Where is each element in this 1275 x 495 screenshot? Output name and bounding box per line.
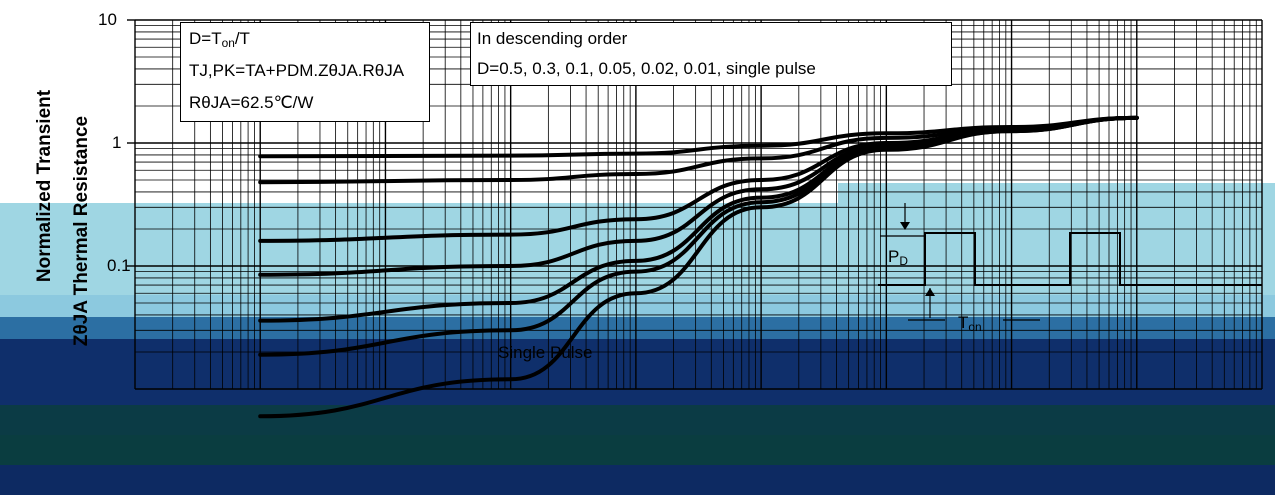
- glitch-band-navy: [0, 339, 1275, 405]
- glitch-band-mid: [0, 295, 1275, 317]
- pd-arrow-head: [900, 222, 910, 230]
- inset-frame: [850, 188, 1262, 298]
- y-tick-label: 0.1: [107, 256, 131, 275]
- legend-duty-formula: D=Ton/T: [189, 29, 250, 50]
- legend-box-right: In descending order D=0.5, 0.3, 0.1, 0.0…: [470, 22, 952, 86]
- legend-tj-formula: TJ,PK=TA+PDM.ZθJA.RθJA: [189, 61, 405, 80]
- legend-duty-list: D=0.5, 0.3, 0.1, 0.05, 0.02, 0.01, singl…: [477, 59, 816, 78]
- inset-pd-label: PD: [888, 247, 908, 268]
- pulse-inset: [850, 188, 1262, 321]
- y-tick-label: 10: [98, 10, 117, 29]
- series-line-1: [258, 115, 1139, 159]
- single-pulse-annotation: Single Pulse: [498, 343, 593, 362]
- legend-rthja: RθJA=62.5℃/W: [189, 93, 314, 112]
- glitch-band-dark-2: [0, 435, 1275, 465]
- curves: [258, 115, 1139, 419]
- inset-ton-label: Ton: [958, 313, 982, 334]
- y-axis-label: Normalized Transient: [34, 89, 55, 283]
- pulse-waveform: [878, 232, 1262, 286]
- ton-arrow-head: [925, 288, 935, 296]
- series-line-7: [258, 115, 1139, 419]
- glitch-band-dark: [0, 405, 1275, 435]
- glitch-band-blue: [0, 317, 1275, 339]
- glitch-band-navy-2: [0, 465, 1275, 495]
- legend-order-text: In descending order: [477, 29, 628, 48]
- glitch-band-light: [838, 183, 1275, 295]
- legend-box-left: D=Ton/T TJ,PK=TA+PDM.ZθJA.RθJA RθJA=62.5…: [180, 22, 430, 122]
- y-axis-label-2: ZθJA Thermal Resistance: [71, 115, 92, 347]
- y-tick-label: 1: [112, 133, 122, 152]
